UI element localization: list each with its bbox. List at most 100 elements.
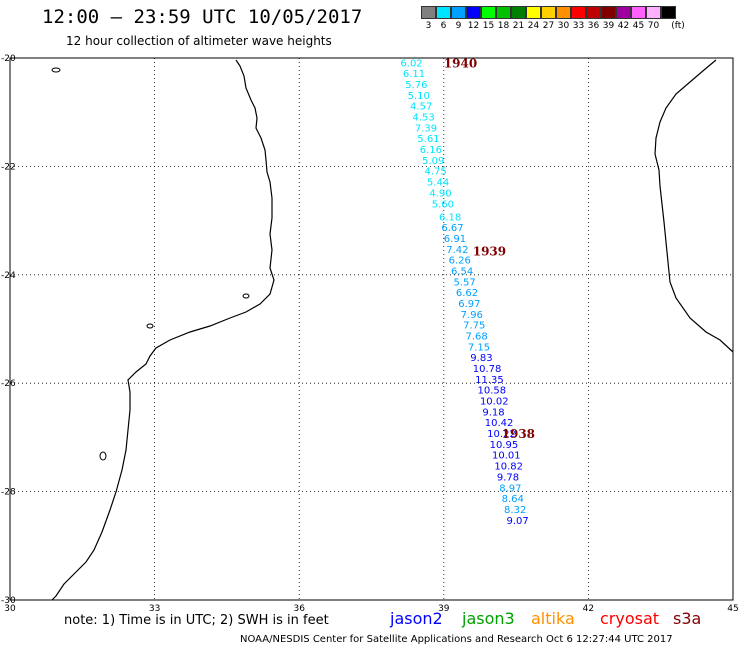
swh-value-label: 7.68 bbox=[465, 332, 487, 343]
color-scale-swatch bbox=[496, 6, 511, 19]
color-scale-swatch bbox=[421, 6, 436, 19]
color-scale-swatch bbox=[466, 6, 481, 19]
swh-value-label: 7.15 bbox=[468, 342, 490, 353]
color-scale-label: 30 bbox=[557, 21, 570, 31]
swh-value-label: 6.91 bbox=[444, 234, 466, 245]
swh-value-label: 10.95 bbox=[490, 440, 519, 451]
legend-altika: altika bbox=[531, 609, 575, 628]
longitude-tick-label: 42 bbox=[583, 604, 594, 614]
color-scale-label: 6 bbox=[440, 21, 447, 31]
footer-note: note: 1) Time is in UTC; 2) SWH is in fe… bbox=[64, 613, 329, 628]
color-scale-swatches bbox=[421, 6, 676, 19]
longitude-tick-label: 30 bbox=[4, 604, 16, 614]
color-scale-swatch bbox=[631, 6, 646, 19]
color-scale-label: 70 bbox=[647, 21, 660, 31]
color-scale-swatch bbox=[646, 6, 661, 19]
swh-value-label: 10.22 bbox=[487, 429, 516, 440]
legend-cryosat: cryosat bbox=[600, 609, 660, 628]
swh-value-label: 9.78 bbox=[497, 472, 519, 483]
swh-value-label: 6.54 bbox=[451, 266, 473, 277]
island-outline bbox=[51, 67, 61, 73]
swh-value-label: 10.42 bbox=[485, 418, 514, 429]
longitude-tick-label: 33 bbox=[149, 604, 160, 614]
color-scale-swatch bbox=[586, 6, 601, 19]
swh-value-label: 6.11 bbox=[403, 69, 425, 80]
longitude-tick-labels: 30 33 36 39 42 45 bbox=[4, 604, 738, 614]
swh-value-label: 4.90 bbox=[429, 188, 451, 199]
swh-value-label: 5.61 bbox=[417, 134, 439, 145]
color-scale-label: 27 bbox=[542, 21, 555, 31]
swh-value-label: 10.82 bbox=[494, 462, 523, 473]
swh-value-label: 7.96 bbox=[461, 310, 483, 321]
color-scale-unit: (ft) bbox=[671, 21, 685, 31]
color-scale-swatch bbox=[616, 6, 631, 19]
swh-value-label: 7.42 bbox=[446, 245, 468, 256]
color-scale-swatch bbox=[481, 6, 496, 19]
swh-values-layer: 6.026.115.765.104.574.537.395.616.165.09… bbox=[400, 58, 528, 526]
swh-value-label: 10.02 bbox=[480, 397, 509, 408]
color-scale-swatch bbox=[601, 6, 616, 19]
swh-value-label: 9.18 bbox=[482, 407, 504, 418]
legend-s3a: s3a bbox=[673, 609, 702, 628]
color-scale-label: 36 bbox=[587, 21, 600, 31]
swh-value-label: 6.16 bbox=[420, 145, 442, 156]
swh-value-label: 6.67 bbox=[441, 223, 463, 234]
swh-value-label: 10.78 bbox=[473, 364, 502, 375]
color-scale-label: 21 bbox=[512, 21, 525, 31]
longitude-tick-label: 45 bbox=[727, 604, 738, 614]
latitude-tick-label: -28 bbox=[1, 488, 16, 498]
longitude-tick-label: 36 bbox=[293, 604, 305, 614]
color-scale-swatch bbox=[556, 6, 571, 19]
swh-value-label: 6.97 bbox=[458, 299, 480, 310]
map-frame bbox=[9, 57, 734, 601]
longitude-tick-label: 39 bbox=[438, 604, 450, 614]
swh-value-label: 5.44 bbox=[427, 178, 449, 189]
latitude-tick-label: -26 bbox=[1, 379, 16, 389]
swh-value-label: 8.97 bbox=[499, 483, 521, 494]
swh-value-label: 9.07 bbox=[506, 516, 528, 527]
swh-value-label: 8.32 bbox=[504, 505, 526, 516]
orbit-revolution-label: 1938 bbox=[502, 427, 535, 441]
color-scale-label: 42 bbox=[617, 21, 630, 31]
latitude-tick-label: -20 bbox=[1, 54, 16, 64]
color-scale-legend: 3 6 9 12 15 18 21 24 27 30 33 36 39 42 45 70 (ft) bbox=[421, 6, 685, 31]
map-title: 12:00 – 23:59 UTC 10/05/2017 bbox=[42, 6, 363, 28]
swh-value-label: 5.57 bbox=[453, 277, 475, 288]
swh-value-label: 7.75 bbox=[463, 321, 485, 332]
swh-value-label: 6.62 bbox=[456, 288, 478, 299]
legend-jason2: jason2 bbox=[390, 609, 443, 628]
swh-value-label: 6.02 bbox=[400, 58, 422, 69]
lake-outline bbox=[99, 451, 107, 461]
color-scale-label: 3 bbox=[425, 21, 432, 31]
swh-value-label: 5.60 bbox=[432, 199, 454, 210]
color-scale-label: 33 bbox=[572, 21, 585, 31]
color-scale-swatch bbox=[571, 6, 586, 19]
orbit-revolution-label: 1939 bbox=[473, 244, 506, 258]
color-scale-swatch bbox=[526, 6, 541, 19]
color-scale-swatch bbox=[661, 6, 676, 19]
swh-value-label: 6.18 bbox=[439, 212, 461, 223]
africa-coastline bbox=[51, 59, 275, 601]
madagascar-coastline bbox=[654, 59, 734, 353]
lat-lon-grid bbox=[9, 57, 734, 601]
color-scale-label: 24 bbox=[527, 21, 540, 31]
swh-value-label: 11.35 bbox=[475, 375, 504, 386]
swh-value-label: 6.26 bbox=[449, 256, 471, 267]
swh-value-label: 4.75 bbox=[425, 167, 447, 178]
color-scale-swatch bbox=[436, 6, 451, 19]
orbit-revolution-label: 1940 bbox=[444, 56, 477, 70]
color-scale-label: 15 bbox=[482, 21, 495, 31]
swh-value-label: 7.39 bbox=[415, 123, 437, 134]
latitude-tick-label: -30 bbox=[1, 596, 16, 606]
swh-value-label: 9.83 bbox=[470, 353, 492, 364]
lake-outline bbox=[242, 293, 250, 299]
color-scale-swatch bbox=[541, 6, 556, 19]
color-scale-swatch bbox=[511, 6, 526, 19]
revolution-labels-layer: 1940 1939 1938 bbox=[444, 56, 535, 441]
swh-value-label: 5.09 bbox=[422, 156, 444, 167]
lake-outline bbox=[146, 323, 154, 329]
color-scale-labels: 3 6 9 12 15 18 21 24 27 30 33 36 39 42 45 70 (ft) bbox=[421, 19, 685, 31]
latitude-tick-labels: -20 -22 -24 -26 -28 -30 bbox=[1, 54, 16, 606]
color-scale-label: 12 bbox=[467, 21, 480, 31]
